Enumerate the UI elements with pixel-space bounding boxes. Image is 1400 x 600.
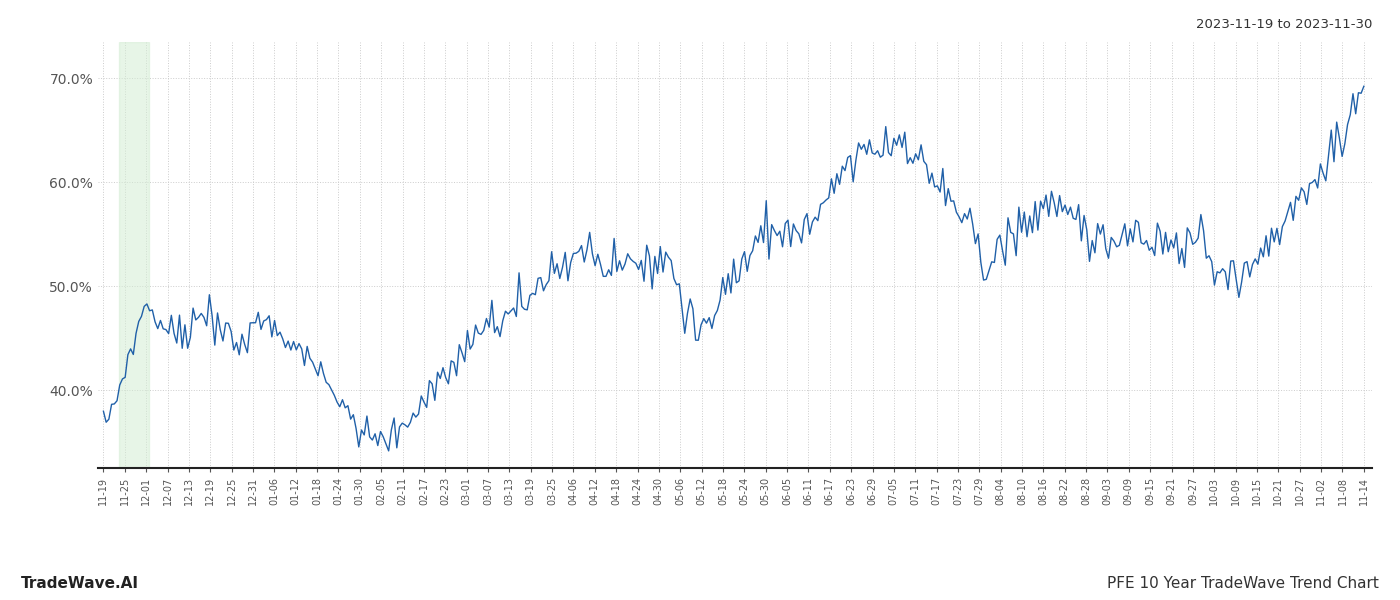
- Text: PFE 10 Year TradeWave Trend Chart: PFE 10 Year TradeWave Trend Chart: [1107, 576, 1379, 591]
- Text: 2023-11-19 to 2023-11-30: 2023-11-19 to 2023-11-30: [1196, 18, 1372, 31]
- Text: TradeWave.AI: TradeWave.AI: [21, 576, 139, 591]
- Bar: [119, 42, 148, 468]
